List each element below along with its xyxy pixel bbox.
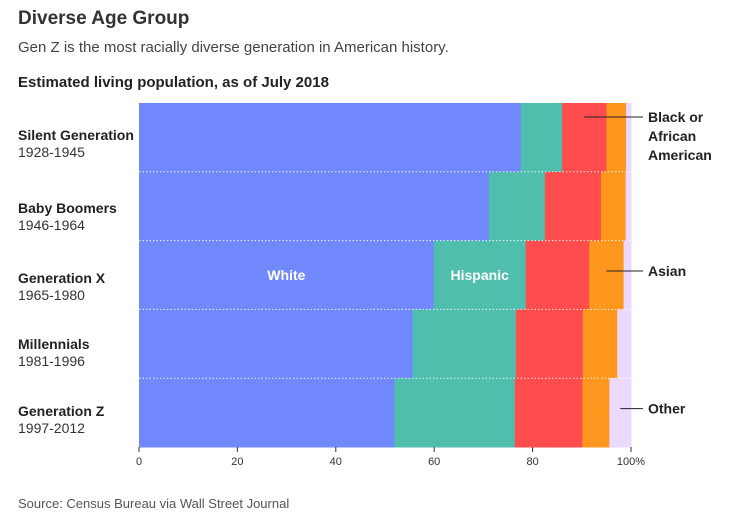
annotation-label-black-or-african-american: Black or — [648, 109, 704, 125]
annotation-label-black-or-african-american: African — [648, 128, 696, 144]
bar-segment-black-or-african-american-millennials — [515, 309, 584, 379]
bar-segment-black-or-african-american-generation-x — [525, 240, 590, 310]
bar-segment-black-or-african-american-baby-boomers — [544, 171, 602, 242]
bar-segment-hispanic-millennials — [412, 309, 517, 379]
x-tick-label: 20 — [231, 456, 243, 468]
bar-segment-other-generation-x — [623, 240, 632, 310]
row-label-years: 1981-1996 — [18, 353, 85, 369]
row-label-years: 1928-1945 — [18, 144, 85, 160]
bar-segment-white-baby-boomers — [139, 171, 490, 242]
bar-segment-asian-generation-z — [582, 378, 610, 448]
x-tick-label: 80 — [526, 456, 538, 468]
bar-segment-other-silent-generation — [626, 103, 632, 173]
bar-segment-other-baby-boomers — [625, 171, 632, 242]
row-label-name: Millennials — [18, 336, 90, 352]
bar-segment-other-millennials — [617, 309, 632, 379]
inline-label-white: White — [267, 267, 305, 283]
bar-segment-hispanic-silent-generation — [520, 103, 563, 173]
x-tick-label: 60 — [428, 456, 440, 468]
bar-segment-hispanic-baby-boomers — [488, 171, 546, 242]
bar-segment-asian-baby-boomers — [600, 171, 627, 242]
annotation-label-asian: Asian — [648, 263, 686, 279]
source-note: Source: Census Bureau via Wall Street Jo… — [18, 496, 290, 511]
bar-segment-white-silent-generation — [139, 103, 522, 173]
bar-segment-white-millennials — [139, 309, 414, 379]
bar-segment-asian-silent-generation — [606, 103, 627, 173]
x-tick-label: 0 — [136, 456, 142, 468]
chart-caption: Estimated living population, as of July … — [18, 74, 329, 91]
bar-segment-other-generation-z — [609, 378, 632, 448]
x-tick-label: 40 — [330, 456, 342, 468]
chart-title: Diverse Age Group — [18, 8, 190, 29]
inline-label-hispanic: Hispanic — [451, 267, 510, 283]
bar-segment-hispanic-generation-z — [394, 378, 516, 448]
row-label-generation-z: Generation Z 1997-2012 — [18, 403, 104, 437]
row-label-years: 1965-1980 — [18, 287, 85, 303]
row-label-name: Generation Z — [18, 403, 105, 419]
bar-segment-black-or-african-american-generation-z — [514, 378, 583, 448]
row-label-name: Baby Boomers — [18, 200, 117, 216]
row-label-years: 1997-2012 — [18, 420, 85, 436]
annotation-label-other: Other — [648, 401, 686, 417]
row-label-silent-generation: Silent Generation 1928-1945 — [18, 127, 134, 161]
bar-segment-asian-millennials — [582, 309, 618, 379]
row-label-name: Silent Generation — [18, 127, 134, 143]
x-tick-label: 100% — [617, 456, 645, 468]
bar-segment-black-or-african-american-silent-generation — [562, 103, 607, 173]
row-label-name: Generation X — [18, 270, 106, 286]
row-label-years: 1946-1964 — [18, 217, 85, 233]
row-label-baby-boomers: Baby Boomers 1946-1964 — [18, 200, 117, 234]
bar-segment-asian-generation-x — [589, 240, 625, 310]
row-label-millennials: Millennials 1981-1996 — [18, 336, 90, 370]
row-label-generation-x: Generation X 1965-1980 — [18, 270, 105, 304]
bar-segment-white-generation-z — [139, 378, 395, 448]
bar-segment-hispanic-generation-x — [433, 240, 527, 310]
annotation-label-black-or-african-american: American — [648, 147, 712, 163]
bar-segment-white-generation-x — [139, 240, 435, 310]
chart-subtitle: Gen Z is the most racially diverse gener… — [18, 39, 449, 56]
